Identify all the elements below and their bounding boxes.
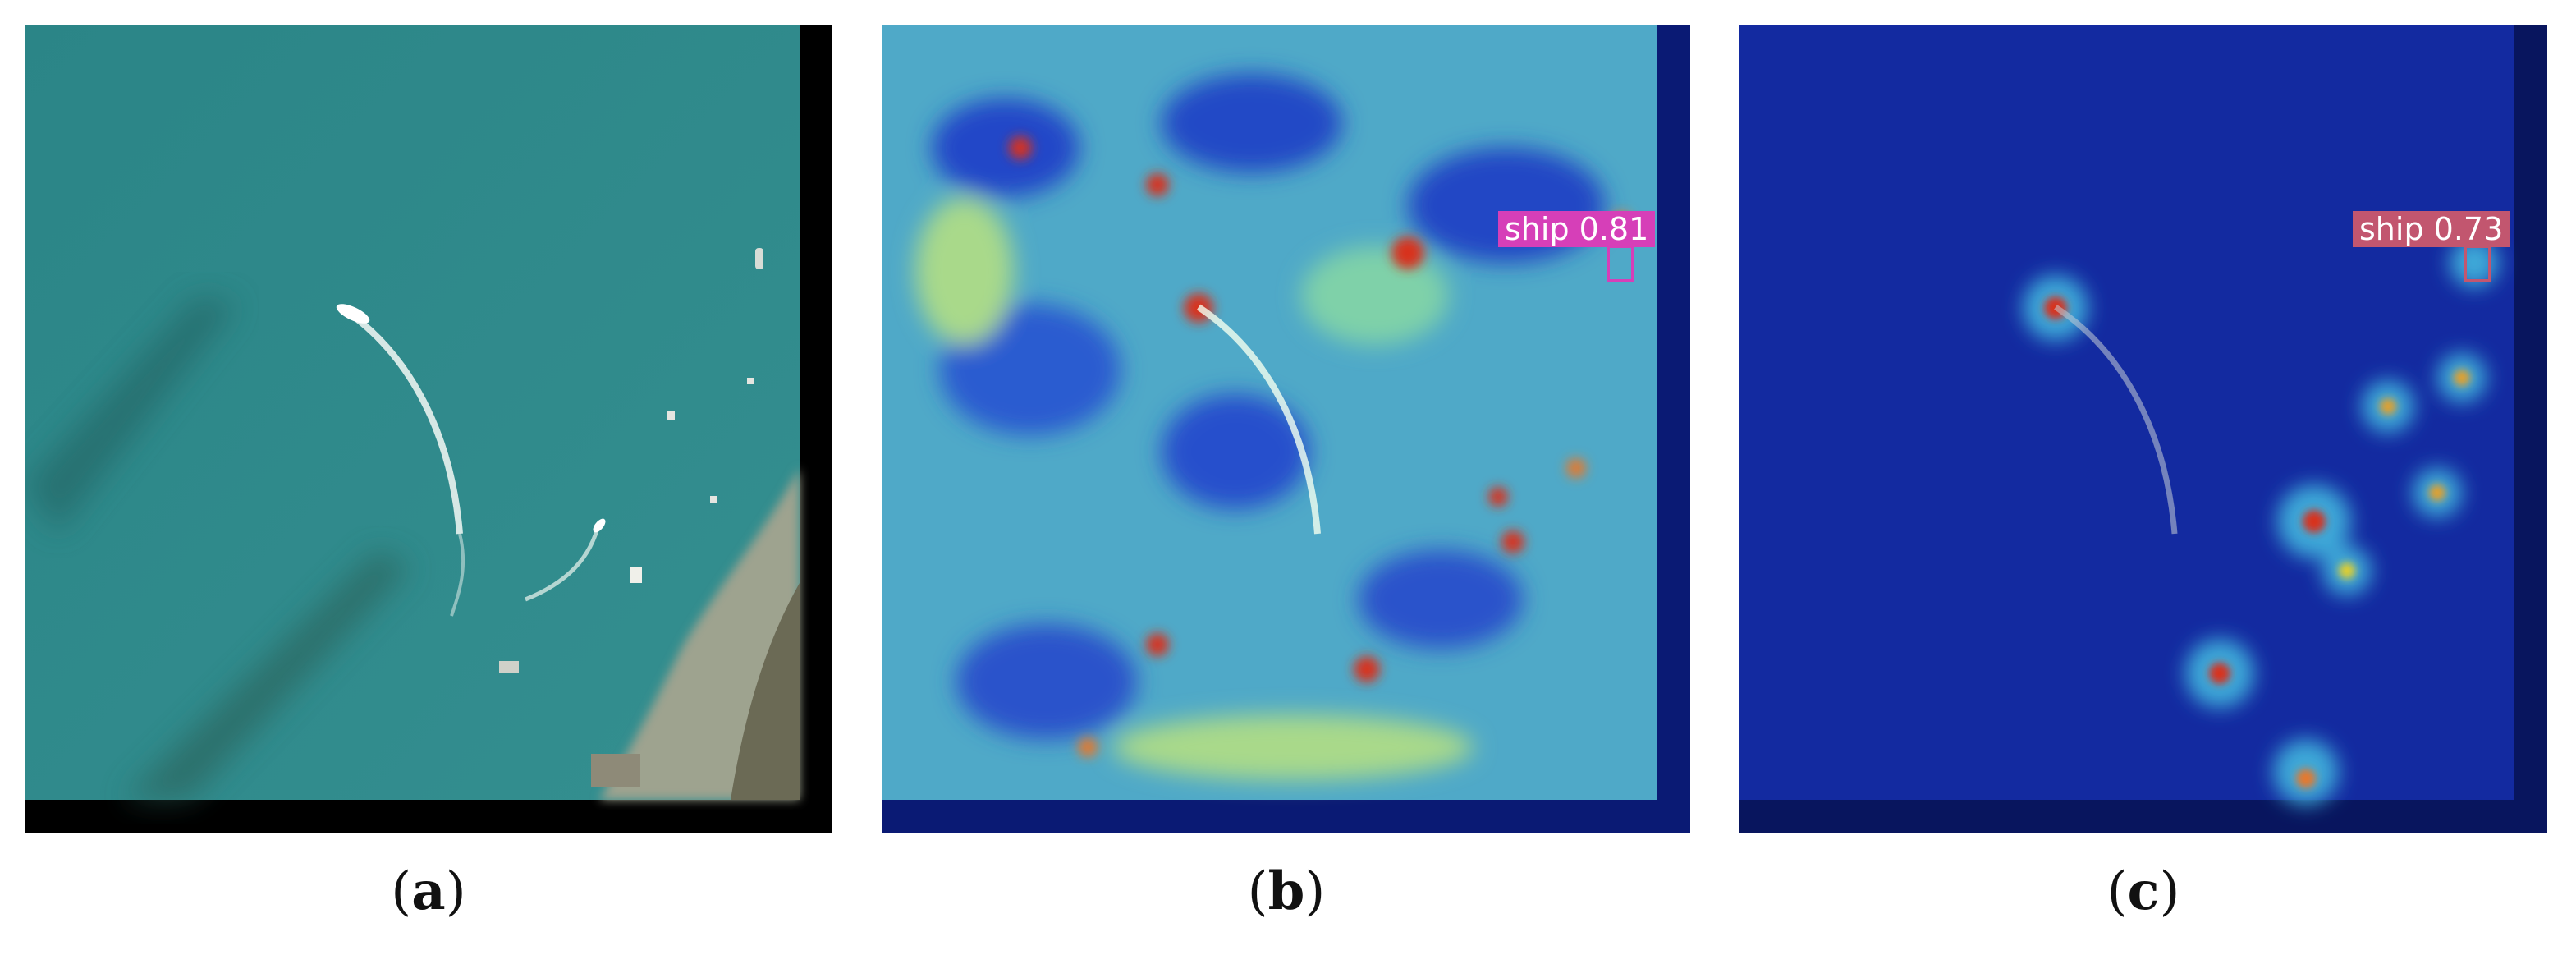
heatmap-image-b xyxy=(882,25,1690,833)
detection-score-b: 0.81 xyxy=(1579,211,1649,247)
detection-class-b: ship xyxy=(1505,211,1570,247)
detection-score-c: 0.73 xyxy=(2433,211,2504,247)
detection-label-b: ship 0.81 xyxy=(1498,211,1656,247)
detection-class-c: ship xyxy=(2359,211,2424,247)
detection-box-c xyxy=(2464,245,2491,282)
caption-b: (b) xyxy=(1247,861,1326,922)
caption-c: (c) xyxy=(2106,861,2180,922)
satellite-image xyxy=(25,25,832,833)
panel-c-attention-map: ship 0.73 xyxy=(1739,25,2547,833)
heatmap-image-c xyxy=(1739,25,2547,833)
detection-box-b xyxy=(1607,245,1634,282)
caption-a: (a) xyxy=(391,861,466,922)
detection-label-c: ship 0.73 xyxy=(2353,211,2510,247)
panel-b-heatmap: ship 0.81 xyxy=(882,25,1690,833)
panel-a-satellite-image xyxy=(25,25,832,833)
